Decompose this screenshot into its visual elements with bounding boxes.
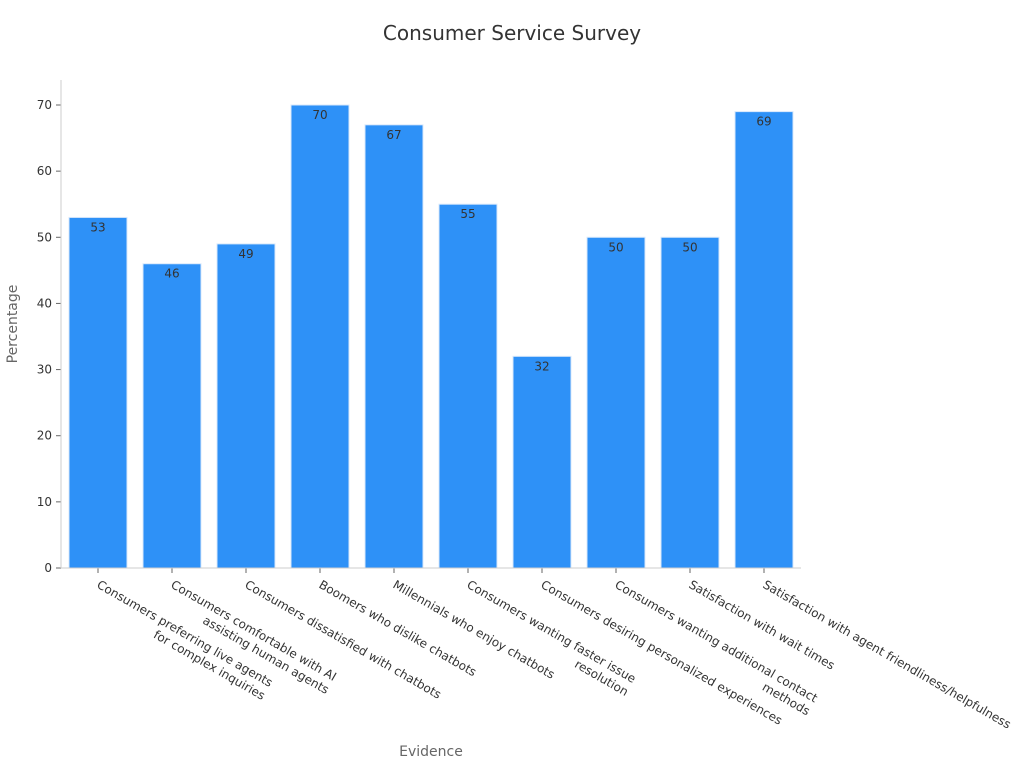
bar-4 [364,124,424,569]
bar-8 [660,236,720,569]
bar-5 [438,203,498,569]
chart-title: Consumer Service Survey [383,21,641,45]
data-label-7: 50 [608,240,623,254]
data-label-3: 70 [312,108,327,122]
data-label-6: 32 [534,359,549,373]
x-tick-label-8-line-0: Satisfaction with wait times [687,577,838,672]
y-tick-label-7: 70 [37,98,52,112]
bar-6 [512,355,572,569]
y-tick-label-0: 0 [44,561,52,575]
bar-3 [290,104,350,569]
bar-7 [586,236,646,569]
bar-9 [734,111,794,569]
data-label-4: 67 [386,128,401,142]
data-label-8: 50 [682,240,697,254]
y-tick-label-4: 40 [37,296,52,310]
bar-2 [216,243,276,569]
data-label-1: 46 [164,267,179,281]
data-label-5: 55 [460,207,475,221]
y-tick-label-2: 20 [37,429,52,443]
data-labels: 53 46 49 70 67 55 32 50 50 69 [90,108,771,373]
y-tick-label-6: 60 [37,164,52,178]
bars [68,104,794,569]
data-label-2: 49 [238,247,253,261]
y-tick-label-3: 30 [37,363,52,377]
x-tick-label-8: Satisfaction with wait times [687,577,838,672]
bar-0 [68,216,128,569]
data-label-9: 69 [756,115,771,129]
y-tick-label-5: 50 [37,230,52,244]
x-axis-title: Evidence [399,744,463,760]
bar-1 [142,263,202,569]
data-label-0: 53 [90,220,105,234]
y-tick-label-1: 10 [37,495,52,509]
y-axis-ticks: 0 10 20 30 40 50 60 70 [37,98,61,575]
y-axis-title: Percentage [5,285,21,364]
